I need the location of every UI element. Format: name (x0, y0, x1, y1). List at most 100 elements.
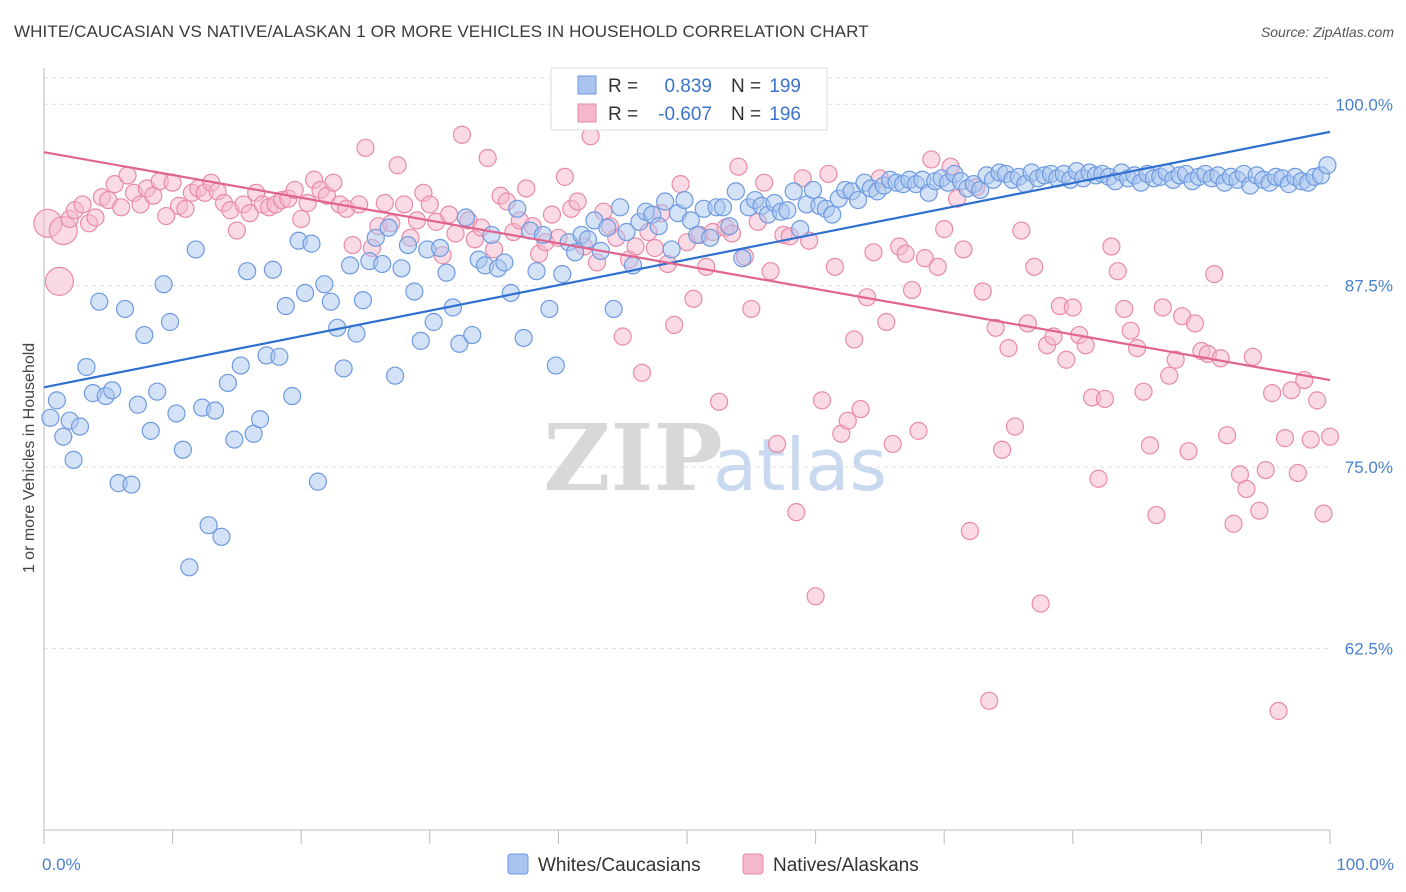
natives-point (285, 180, 304, 200)
whites-point (617, 222, 636, 242)
natives-point (1089, 469, 1108, 488)
natives-point (1134, 382, 1153, 401)
natives-point (1121, 321, 1140, 340)
whites-point (784, 182, 803, 201)
tick-labels: 62.5% 75.0% 87.5% 100.0% 0.0% 100.0% (42, 95, 1394, 874)
legend-r-label-pink: R = (608, 104, 638, 125)
natives-point (1205, 265, 1224, 284)
natives-point (1218, 426, 1237, 445)
whites-point (553, 265, 572, 284)
natives-point (44, 266, 75, 296)
natives-point (1263, 384, 1282, 403)
natives-point (542, 205, 562, 224)
natives-point (980, 691, 999, 710)
natives-point (1243, 347, 1262, 366)
whites-point (212, 527, 231, 546)
chart-source: Source: ZipAtlas.com (1260, 24, 1394, 40)
legend-n-value-blue: 199 (769, 76, 801, 97)
chart-title: WHITE/CAUCASIAN VS NATIVE/ALASKAN 1 OR M… (14, 22, 869, 41)
whites-point (128, 395, 147, 414)
natives-point (761, 262, 780, 281)
natives-point (86, 208, 105, 227)
whites-point (218, 373, 237, 393)
whites-point (295, 283, 315, 303)
bottom-legend-label-pink: Natives/Alaskans (773, 855, 919, 876)
whites-point (514, 328, 533, 348)
whites-point (656, 192, 675, 211)
natives-point (446, 224, 465, 243)
natives-point (973, 282, 992, 301)
whites-point (398, 235, 418, 255)
natives-point (896, 244, 915, 263)
whites-point (424, 312, 443, 332)
whites-point (508, 199, 527, 218)
natives-point (1127, 339, 1147, 358)
natives-point (767, 434, 787, 454)
whites-point (778, 201, 797, 220)
series-legend: Whites/Caucasians Natives/Alaskans (507, 853, 919, 876)
axes (43, 68, 1331, 844)
whites-point (199, 516, 218, 535)
natives-point (1147, 505, 1166, 525)
natives-point (613, 327, 632, 346)
natives-trend-line (43, 151, 1331, 382)
natives-point (632, 363, 652, 382)
whites-point (598, 218, 617, 237)
natives-point (992, 440, 1012, 459)
whites-point (238, 262, 257, 281)
natives-point (883, 434, 902, 454)
natives-point (838, 411, 857, 430)
legend-n-label-pink: N = (731, 104, 761, 125)
natives-point (343, 235, 362, 255)
y-tick-label: 75.0% (1345, 458, 1393, 477)
natives-point (806, 587, 825, 606)
natives-point (1237, 479, 1256, 499)
x-tick-label: 100.0% (1336, 855, 1394, 874)
natives-point (626, 237, 645, 256)
natives-point (1314, 504, 1333, 523)
natives-point (1153, 298, 1172, 317)
y-axis-label: 1 or more Vehicles in Household (21, 343, 38, 573)
natives-point (1005, 417, 1025, 436)
natives-point (517, 179, 536, 198)
natives-point (1282, 381, 1301, 400)
natives-point (1108, 262, 1127, 281)
whites-point (283, 386, 302, 406)
whites-point (186, 240, 205, 259)
whites-point (302, 234, 321, 253)
whites-point (456, 208, 475, 227)
natives-point (922, 150, 941, 169)
natives-point (1115, 299, 1134, 319)
natives-point (909, 421, 928, 440)
whites-point (1318, 156, 1337, 175)
natives-point (928, 257, 947, 276)
natives-point (131, 195, 150, 214)
natives-point (105, 175, 124, 194)
x-tick-label: 0.0% (42, 855, 81, 874)
whites-point (154, 275, 173, 294)
natives-point (324, 173, 343, 192)
legend-swatch-pink (577, 103, 597, 123)
whites-point (41, 408, 60, 427)
whites-trend-line (43, 130, 1331, 389)
whites-point (733, 249, 752, 268)
natives-point (825, 257, 844, 276)
whites-point (366, 228, 385, 247)
natives-point (1320, 427, 1340, 446)
natives-point (877, 312, 896, 332)
natives-point (1256, 460, 1275, 480)
natives-point (478, 148, 497, 168)
natives-point (986, 318, 1005, 337)
natives-point (240, 204, 259, 223)
whites-point (546, 356, 565, 375)
natives-point (684, 289, 703, 308)
whites-point (250, 410, 270, 429)
natives-point (812, 391, 832, 410)
natives-point (935, 220, 954, 239)
y-tick-label: 87.5% (1345, 277, 1393, 296)
natives-point (902, 280, 922, 300)
whites-point (135, 325, 154, 345)
whites-point (263, 260, 283, 279)
natives-point (1308, 391, 1327, 410)
